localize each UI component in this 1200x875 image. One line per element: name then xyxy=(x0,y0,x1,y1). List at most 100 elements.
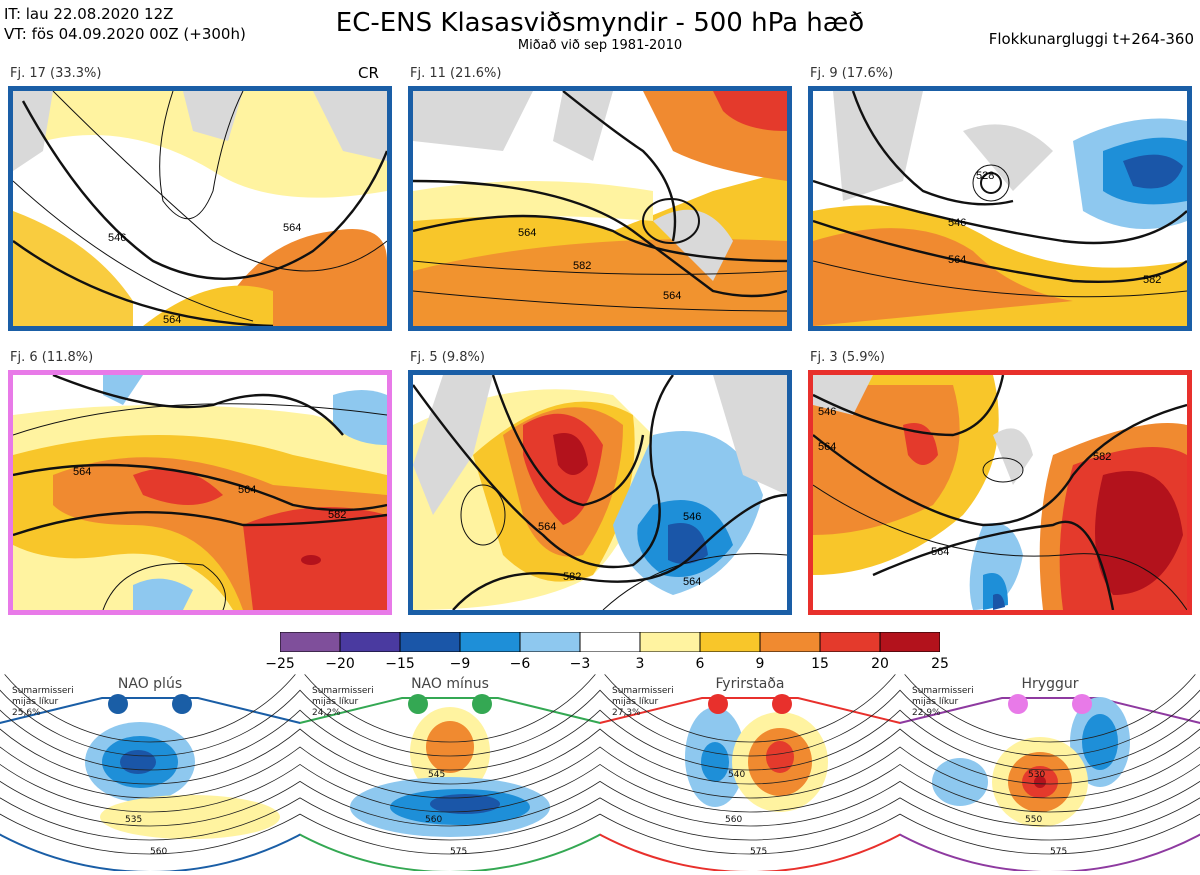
contour-label: 564 xyxy=(283,222,301,234)
regime-note: Sumarmisseri mijás líkur 22,9% xyxy=(912,686,974,718)
colorbar-tick-label: −25 xyxy=(265,656,295,672)
anomaly-blob xyxy=(1082,714,1118,770)
cluster-panel-4: 564 564 582 xyxy=(8,370,392,615)
colorbar-swatch xyxy=(639,631,701,653)
height-contour xyxy=(861,710,1200,799)
anomaly-blob xyxy=(426,721,474,773)
height-contour xyxy=(304,674,596,743)
contour-label: 564 xyxy=(163,314,181,326)
cluster-map-2: 564 582 564 xyxy=(413,91,787,326)
regime-indicator-dot xyxy=(472,694,492,714)
colorbar-swatch xyxy=(459,631,521,653)
valid-time: VT: fös 04.09.2020 00Z (+300h) xyxy=(4,25,246,43)
colorbar-swatch xyxy=(699,631,761,653)
colorbar-tick-label: −6 xyxy=(509,656,531,672)
contour-label: 564 xyxy=(931,546,949,558)
height-contour xyxy=(582,692,918,771)
colorbar-tick-label: −15 xyxy=(385,656,415,672)
reference-regime-4: 530 550 575 Hryggur Sumarmisseri mijás líkur… xyxy=(795,672,1200,874)
colorbar-swatch xyxy=(579,631,641,653)
cluster-map-4: 564 564 582 xyxy=(13,375,387,610)
contour-label: 528 xyxy=(976,170,994,182)
regime-indicator-dot xyxy=(172,694,192,714)
regime-note: Sumarmisseri mijás líkur 25,6% xyxy=(12,686,74,718)
cluster-panel-2: 564 582 564 xyxy=(408,86,792,331)
height-contour xyxy=(261,710,639,799)
contour-label: 546 xyxy=(108,232,126,244)
colorbar-swatch xyxy=(339,631,401,653)
height-contour xyxy=(893,683,1200,757)
contour-label: 564 xyxy=(238,484,256,496)
page-subtitle: Miðað við sep 1981-2010 xyxy=(517,38,683,53)
regime-indicator-dot xyxy=(1008,694,1028,714)
height-contour xyxy=(0,701,328,785)
regime-note: Sumarmisseri mijás líkur 24,2% xyxy=(312,686,374,718)
regime-indicator-dot xyxy=(708,694,728,714)
regime-contour-label: 535 xyxy=(125,815,142,825)
height-contour xyxy=(0,692,318,771)
contour-label: 546 xyxy=(948,217,966,229)
init-time: IT: lau 22.08.2020 12Z xyxy=(4,5,174,23)
colorbar-swatch xyxy=(759,631,821,653)
panel-2-title: Fj. 11 (21.6%) xyxy=(410,66,502,81)
colorbar-tick-label: 15 xyxy=(811,656,829,672)
anomaly-blob xyxy=(1034,776,1046,788)
colorbar-tick-label: −3 xyxy=(569,656,591,672)
contour-label: 546 xyxy=(683,511,701,523)
header-info: IT: lau 22.08.2020 12Z VT: fös 04.09.202… xyxy=(4,4,246,44)
reference-regime-2: 545 560 575 NAO mínus Sumarmisseri mijás lík… xyxy=(195,672,705,874)
regime-contour-label: 560 xyxy=(725,815,742,825)
contour-label: 582 xyxy=(573,260,591,272)
colorbar-swatch xyxy=(819,631,881,653)
regime-indicator-dot xyxy=(108,694,128,714)
height-contour xyxy=(272,701,628,785)
colorbar-tick-label: −20 xyxy=(325,656,355,672)
contour-label: 582 xyxy=(328,509,346,521)
contour-label: 582 xyxy=(1093,451,1111,463)
contour-label: 564 xyxy=(663,290,681,302)
colorbar-swatch xyxy=(399,631,461,653)
contour-label: 582 xyxy=(1143,274,1161,286)
contour-label: 564 xyxy=(683,576,701,588)
colorbar-tick-label: 9 xyxy=(755,656,765,672)
contour-label: 564 xyxy=(73,466,91,478)
panel-3-title: Fj. 9 (17.6%) xyxy=(810,66,894,81)
height-contour xyxy=(872,701,1200,785)
regime-contour-label: 550 xyxy=(1025,815,1042,825)
window-label: Flokkunargluggi t+264-360 xyxy=(988,30,1194,48)
height-contour xyxy=(4,674,296,743)
height-contour xyxy=(0,710,339,799)
regime-contour-label: 560 xyxy=(150,847,167,857)
colorbar-swatch xyxy=(279,631,341,653)
colorbar-swatches xyxy=(279,631,941,653)
colorbar-tick-label: 6 xyxy=(695,656,705,672)
cluster-panel-5: 564 582 546 564 xyxy=(408,370,792,615)
anomaly-blob xyxy=(100,795,280,839)
height-contour xyxy=(0,683,307,757)
cluster-panel-6: 546 564 564 582 xyxy=(808,370,1192,615)
reference-regime-1: 535 560 NAO plús Sumarmisseri mijás líkur 2… xyxy=(0,672,405,874)
regime-indicator-dot xyxy=(408,694,428,714)
regime-contour-label: 575 xyxy=(450,847,467,857)
height-contour xyxy=(572,701,928,785)
height-contour xyxy=(561,710,939,799)
contour-label: 564 xyxy=(948,254,966,266)
regime-title: NAO mínus xyxy=(411,676,489,692)
anomaly-blob xyxy=(430,794,500,814)
height-contour xyxy=(593,683,907,757)
regime-title: Fyrirstaða xyxy=(715,676,785,692)
page-title: EC-ENS Klasasviðsmyndir - 500 hPa hæð xyxy=(335,8,865,38)
regime-indicator-dot xyxy=(772,694,792,714)
regime-contour-label: 540 xyxy=(728,770,745,780)
height-contour xyxy=(904,674,1196,743)
colorbar-tick-label: −9 xyxy=(449,656,471,672)
contour-label: 582 xyxy=(563,571,581,583)
regime-note: Sumarmisseri mijás líkur 27,3% xyxy=(612,686,674,718)
colorbar-swatch xyxy=(519,631,581,653)
anomaly-blob xyxy=(932,758,988,806)
regime-indicator-dot xyxy=(1072,694,1092,714)
panel-4-title: Fj. 6 (11.8%) xyxy=(10,350,94,365)
height-contour xyxy=(293,683,607,757)
colorbar-tick-label: 25 xyxy=(931,656,949,672)
height-contour xyxy=(282,692,618,771)
